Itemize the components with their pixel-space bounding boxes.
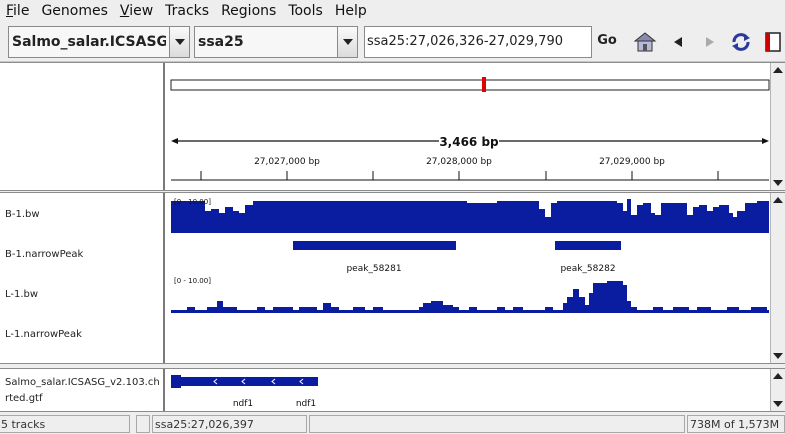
gene-body[interactable] [181,377,318,386]
l1-bw-data-range: [0 - 10.00] [174,277,211,285]
chevron-down-icon[interactable] [337,27,357,57]
menu-help[interactable]: Help [334,3,367,19]
feature-track-area[interactable]: ndf1 ndf1 [167,369,770,411]
ruler-tick-label: 27,029,000 bp [599,157,665,167]
status-track-count: 5 tracks [0,415,130,433]
scroll-down-icon[interactable] [773,353,783,359]
span-arrow-right [762,138,769,144]
l1-bw-signal[interactable] [171,281,769,313]
feature-label: ndf1 [296,399,316,409]
strand-arrows [213,378,304,385]
gene-exon[interactable] [171,375,181,388]
locus-input[interactable]: ssa25:27,026,326-27,029,790 [364,26,592,58]
scroll-up-icon[interactable] [773,67,783,73]
feature-scrollbar[interactable] [770,369,785,411]
ruler-tick-label: 27,028,000 bp [426,157,492,167]
genome-dropdown[interactable]: Salmo_salar.ICSASG... [8,26,190,58]
ruler-ticks [200,171,719,180]
ruler-panel[interactable]: 3,466 bp 27,027,000 bp 27,028,000 bp 27,… [167,63,770,190]
toolbar: Salmo_salar.ICSASG... ssa25 ssa25:27,026… [0,22,785,62]
menu-bar: File Genomes View Tracks Regions Tools H… [0,0,785,22]
ruler-tick-label: 27,027,000 bp [254,157,320,167]
data-panel: B-1.bw B-1.narrowPeak L-1.bw L-1.narrowP… [0,192,785,364]
chromosome-dropdown[interactable]: ssa25 [194,26,358,58]
header-panel: 3,466 bp 27,027,000 bp 27,028,000 bp 27,… [0,62,785,191]
data-scrollbar[interactable] [770,193,785,363]
forward-icon[interactable] [698,30,722,54]
status-memory[interactable]: 738M of 1,573M [687,415,785,433]
home-icon[interactable] [633,30,657,54]
status-message [309,415,685,433]
track-name-l1-narrowpeak[interactable]: L-1.narrowPeak [5,329,82,340]
scroll-down-icon[interactable] [773,401,783,407]
data-tracks-area[interactable]: [0 - 10.00] peak_58281 peak_58282 [0 - 1… [167,193,770,363]
go-button[interactable]: Go [597,33,617,48]
ruler-svg: 3,466 bp 27,027,000 bp 27,028,000 bp 27,… [170,77,770,181]
feature-track-svg: ndf1 ndf1 [171,375,318,409]
region-of-interest-icon[interactable] [761,30,785,54]
b1-bw-signal[interactable] [171,199,769,233]
current-region-marker [482,77,486,92]
chevron-down-icon[interactable] [169,27,189,57]
span-label: 3,466 bp [439,135,499,149]
feature-name-panel: Salmo_salar.ICSASG_v2.103.ch rted.gtf [0,369,165,411]
track-name-l1-bw[interactable]: L-1.bw [5,289,39,300]
refresh-icon[interactable] [729,30,753,54]
feature-label: ndf1 [233,399,253,409]
status-position: ssa25:27,026,397 [152,415,307,433]
span-label-bg [439,133,499,149]
menu-tracks[interactable]: Tracks [165,3,210,19]
data-tracks-svg: [0 - 10.00] peak_58281 peak_58282 [0 - 1… [171,198,769,313]
b1-bw-data-range: [0 - 10.00] [174,198,211,206]
menu-tools[interactable]: Tools [288,3,323,19]
menu-genomes[interactable]: Genomes [41,3,108,19]
peak-label: peak_58281 [346,264,401,274]
status-bar: 5 tracks ssa25:27,026,397 738M of 1,573M [0,414,785,434]
span-arrow-left [171,138,178,144]
scroll-down-icon[interactable] [773,180,783,186]
menu-file[interactable]: File [6,3,30,19]
scroll-up-icon[interactable] [773,197,783,203]
status-indicator [136,415,150,433]
peak-58282[interactable] [555,241,621,250]
annotation-track-name-cont[interactable]: rted.gtf [5,393,43,404]
feature-panel: Salmo_salar.ICSASG_v2.103.ch rted.gtf nd… [0,368,785,412]
back-icon[interactable] [666,30,690,54]
chromosome-ideogram[interactable] [170,79,770,91]
peak-label: peak_58282 [560,264,615,274]
menu-regions[interactable]: Regions [221,3,277,19]
header-name-panel [0,63,165,190]
data-name-panel: B-1.bw B-1.narrowPeak L-1.bw L-1.narrowP… [0,193,165,363]
header-scrollbar[interactable] [770,63,785,190]
track-name-b1-bw[interactable]: B-1.bw [5,209,40,220]
annotation-track-name[interactable]: Salmo_salar.ICSASG_v2.103.ch [5,377,160,388]
peak-58281[interactable] [293,241,456,250]
menu-view[interactable]: View [119,3,154,19]
scroll-up-icon[interactable] [773,373,783,379]
track-name-b1-narrowpeak[interactable]: B-1.narrowPeak [5,249,84,260]
